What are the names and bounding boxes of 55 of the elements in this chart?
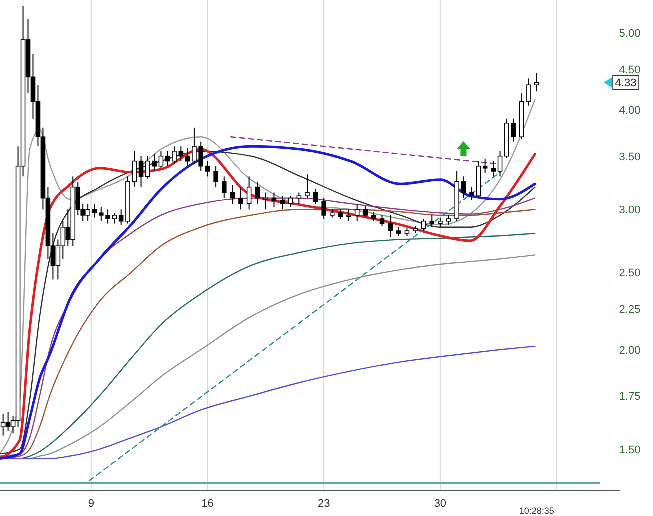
x-tick-label: 23 <box>318 498 330 510</box>
candlestick <box>238 186 244 210</box>
candlestick <box>491 160 496 178</box>
candlestick <box>205 160 210 178</box>
candlestick <box>230 184 236 204</box>
candlestick <box>498 150 503 178</box>
candlestick <box>338 209 344 220</box>
candlestick <box>438 217 443 228</box>
candlestick <box>158 150 164 169</box>
y-tick-label: 3.50 <box>619 151 641 164</box>
candlestick <box>313 188 318 204</box>
y-tick-label: 4.50 <box>619 64 641 76</box>
candlestick <box>246 176 252 210</box>
candlestick <box>322 198 326 220</box>
y-tick-label: 1.50 <box>619 444 641 456</box>
candlestick <box>461 176 466 199</box>
candlestick <box>346 209 352 222</box>
y-tick-label: 2.00 <box>619 344 641 357</box>
candlestick <box>305 174 310 199</box>
text: 4.33 <box>615 78 637 90</box>
candlestick <box>272 192 277 208</box>
candlestick <box>280 196 285 210</box>
y-tick-label: 5.00 <box>619 28 641 40</box>
candlestick <box>354 203 360 222</box>
candlestick <box>534 72 540 92</box>
candlestick <box>296 192 302 204</box>
candlestick <box>482 158 488 174</box>
candlestick <box>446 214 452 226</box>
candlestick <box>255 181 260 204</box>
y-tick-label: 2.25 <box>619 304 641 316</box>
candlestick <box>92 203 98 218</box>
x-tick-label: 16 <box>202 498 214 510</box>
y-tick-label: 1.75 <box>619 391 641 404</box>
y-tick-label: 2.50 <box>619 268 641 280</box>
candlestick <box>222 176 227 199</box>
candlestick <box>430 214 435 228</box>
candlestick <box>380 214 385 227</box>
candlestick <box>118 209 124 226</box>
candlestick <box>138 156 144 188</box>
candlestick <box>112 212 118 224</box>
candlestick <box>288 196 294 208</box>
candlestick <box>421 218 426 232</box>
candlestick <box>185 148 190 167</box>
candlestick <box>388 214 393 238</box>
y-tick-label: 3.00 <box>619 204 641 217</box>
y-tick-label: 4.00 <box>619 105 641 118</box>
text: 10:28:35 <box>519 506 554 516</box>
candlestick <box>372 211 376 222</box>
candlestick <box>470 186 474 202</box>
x-tick-label: 9 <box>88 498 94 510</box>
x-tick-label: 30 <box>434 498 447 510</box>
candlestick <box>178 146 184 162</box>
candlestick <box>264 192 268 210</box>
candlestick <box>214 166 218 188</box>
candlestick <box>363 206 368 218</box>
